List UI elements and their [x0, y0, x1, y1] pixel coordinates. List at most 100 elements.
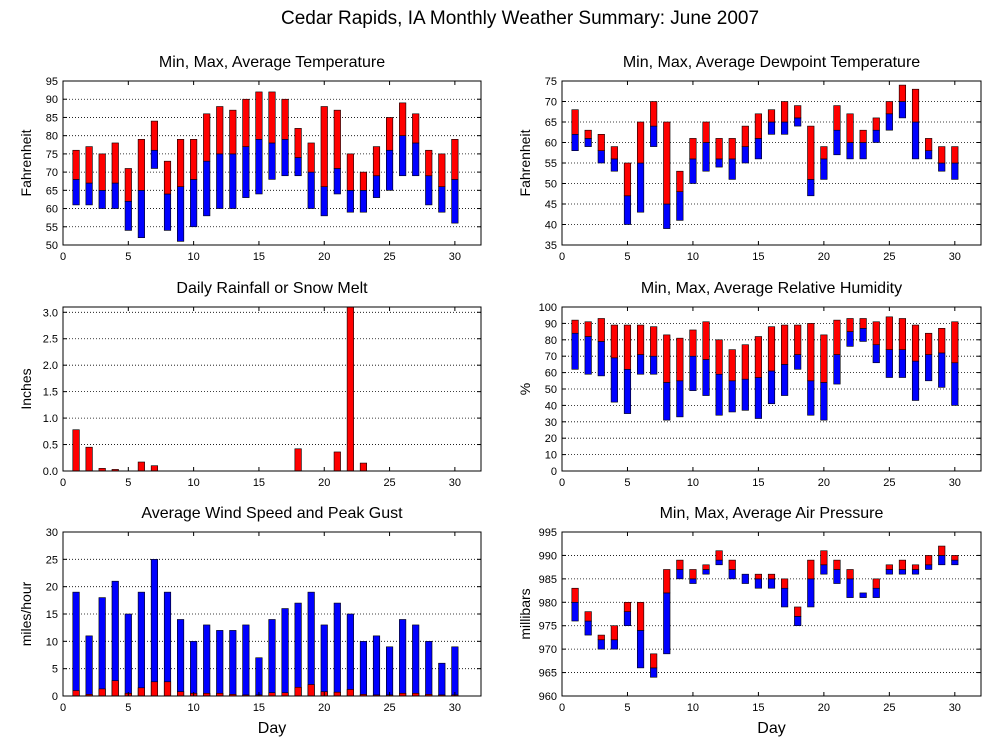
min-avg-bar — [597, 150, 605, 164]
avg-max-bar — [676, 170, 684, 192]
y-tick-label: 70 — [46, 167, 58, 179]
avg-wind-bar — [137, 687, 145, 697]
avg-max-bar — [85, 146, 93, 184]
min-avg-bar — [807, 380, 815, 416]
avg-wind-bar — [72, 690, 80, 697]
avg-max-bar — [451, 139, 459, 180]
min-avg-bar — [951, 559, 959, 566]
x-tick-label: 25 — [883, 477, 895, 489]
avg-max-bar — [702, 121, 710, 143]
y-tick-label: 85 — [46, 112, 58, 124]
avg-max-bar — [925, 332, 933, 355]
avg-max-bar — [702, 321, 710, 360]
y-tick-label: 965 — [539, 668, 557, 680]
x-tick-label: 5 — [125, 702, 131, 714]
avg-max-bar — [372, 146, 381, 177]
min-avg-bar — [255, 139, 263, 195]
panel-rh: 0 5 10 15 20 25 30 0 10 20 30 40 50 60 70 80 90 100 Min, M… — [517, 280, 982, 489]
avg-max-bar — [807, 559, 815, 580]
y-tick-label: 960 — [539, 691, 557, 703]
gust-bar — [320, 624, 328, 697]
x-tick-label: 25 — [383, 477, 395, 489]
min-avg-bar — [741, 146, 749, 164]
min-avg-bar — [794, 117, 802, 127]
avg-max-bar — [794, 324, 802, 355]
avg-max-bar — [885, 101, 893, 115]
gust-bar — [385, 646, 394, 697]
min-avg-bar — [571, 134, 579, 152]
avg-max-bar — [242, 98, 250, 147]
x-tick-label: 0 — [60, 702, 66, 714]
min-avg-bar — [820, 564, 828, 575]
avg-max-bar — [938, 146, 946, 164]
avg-max-bar — [807, 125, 815, 180]
x-tick-label: 25 — [383, 702, 395, 714]
y-tick-label: 90 — [46, 94, 58, 106]
min-avg-bar — [728, 569, 736, 580]
min-avg-bar — [676, 191, 684, 221]
avg-max-bar — [767, 573, 776, 580]
gust-bar — [294, 602, 302, 697]
y-axis-label: Inches — [18, 368, 34, 409]
avg-max-bar — [229, 109, 237, 155]
avg-max-bar — [689, 329, 697, 357]
y-tick-label: 20 — [545, 433, 557, 445]
min-avg-bar — [623, 195, 632, 225]
min-avg-bar — [307, 171, 315, 209]
min-avg-bar — [715, 559, 723, 566]
avg-max-bar — [794, 105, 802, 119]
min-avg-bar — [72, 179, 80, 206]
y-tick-label: 970 — [539, 644, 557, 656]
y-tick-label: 60 — [545, 368, 557, 380]
min-avg-bar — [636, 630, 645, 669]
avg-max-bar — [781, 101, 789, 123]
avg-max-bar — [650, 326, 658, 357]
avg-max-bar — [72, 149, 80, 180]
y-tick-label: 70 — [545, 351, 557, 363]
panel-temp: 0 5 10 15 20 25 30 50 55 60 65 70 75 80 85 90 95 Min, Max… — [18, 54, 482, 263]
min-avg-bar — [636, 354, 645, 375]
avg-max-bar — [859, 129, 867, 143]
y-tick-label: 1.5 — [43, 387, 58, 399]
avg-max-bar — [571, 587, 579, 603]
x-tick-label: 30 — [949, 702, 961, 714]
avg-max-bar — [636, 601, 645, 631]
avg-max-bar — [728, 559, 736, 570]
avg-max-bar — [676, 337, 684, 382]
avg-max-bar — [715, 339, 723, 375]
avg-max-bar — [623, 324, 632, 370]
panel-pres: 0 5 10 15 20 25 30 960 965 970 975 980 985 990 995 Min,… — [517, 505, 982, 737]
x-tick-label: 30 — [449, 477, 461, 489]
x-tick-label: 15 — [253, 251, 265, 263]
avg-wind-bar — [150, 681, 159, 697]
min-avg-bar — [781, 121, 789, 135]
x-axis-label: Day — [258, 720, 286, 737]
min-avg-bar — [359, 190, 368, 213]
min-avg-bar — [911, 121, 920, 160]
min-avg-bar — [203, 160, 211, 217]
avg-max-bar — [176, 139, 185, 187]
avg-max-bar — [794, 606, 802, 617]
min-avg-bar — [715, 373, 723, 416]
min-avg-bar — [650, 667, 658, 678]
avg-max-bar — [781, 578, 789, 589]
avg-max-bar — [399, 102, 407, 136]
y-tick-label: 975 — [539, 621, 557, 633]
min-avg-bar — [385, 149, 394, 191]
avg-max-bar — [859, 318, 867, 329]
avg-max-bar — [715, 550, 723, 561]
panel-rain: 0 5 10 15 20 25 30 0.0 0.5 1.0 1.5 2.0 2.5 3.0 Daily R… — [18, 280, 482, 489]
min-avg-bar — [584, 138, 592, 147]
x-tick-label: 25 — [383, 251, 395, 263]
avg-max-bar — [255, 91, 263, 140]
avg-max-bar — [872, 117, 880, 131]
min-avg-bar — [898, 569, 907, 575]
x-tick-label: 0 — [60, 251, 66, 263]
x-tick-label: 0 — [559, 251, 565, 263]
min-avg-bar — [702, 142, 710, 172]
x-tick-label: 25 — [883, 702, 895, 714]
y-tick-label: 30 — [46, 527, 58, 539]
gust-bar — [216, 630, 224, 697]
avg-max-bar — [650, 653, 658, 669]
